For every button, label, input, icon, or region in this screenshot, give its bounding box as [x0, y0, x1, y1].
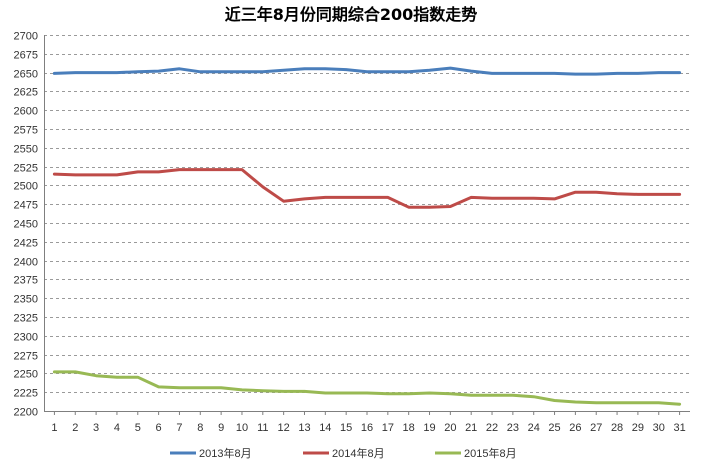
y-tick-label: 2425 [14, 238, 38, 250]
x-tick-label: 29 [632, 422, 644, 434]
y-tick-label: 2200 [14, 407, 38, 419]
x-tick-label: 6 [156, 422, 162, 434]
series-line-2 [52, 168, 682, 209]
x-tick-label: 7 [176, 422, 182, 434]
x-tick-label: 21 [465, 422, 477, 434]
y-tick-label: 2350 [14, 294, 38, 306]
legend-label: 2015年8月 [464, 446, 517, 460]
y-tick-label: 2275 [14, 351, 38, 363]
x-tick-label: 22 [486, 422, 498, 434]
y-tick-label: 2375 [14, 275, 38, 287]
y-tick-label: 2250 [14, 369, 38, 381]
y-tick-label: 2475 [14, 200, 38, 212]
x-tick-label: 28 [611, 422, 623, 434]
x-tick-label: 9 [218, 422, 224, 434]
legend-label: 2013年8月 [199, 446, 252, 460]
y-tick-label: 2325 [14, 313, 38, 325]
x-axis-ticks: 1 2 3 4 5 6 7 8 9 10 11 12 13 14 15 16 17 18 19 20 21 22 23 24 2… [51, 411, 686, 434]
x-tick-label: 17 [382, 422, 394, 434]
x-tick-label: 15 [340, 422, 352, 434]
x-tick-label: 5 [135, 422, 141, 434]
x-tick-label: 11 [257, 422, 268, 434]
y-tick-label: 2625 [14, 87, 38, 99]
series-line-1 [52, 66, 682, 76]
series-line-3 [52, 370, 682, 406]
y-tick-label: 2575 [14, 125, 38, 137]
y-tick-label: 2650 [14, 69, 38, 81]
x-tick-label: 3 [93, 422, 99, 434]
x-tick-label: 4 [114, 422, 120, 434]
x-tick-label: 1 [51, 422, 57, 434]
x-tick-label: 8 [197, 422, 203, 434]
y-tick-label: 2600 [14, 106, 38, 118]
x-tick-label: 25 [548, 422, 560, 434]
y-tick-label: 2300 [14, 332, 38, 344]
x-tick-label: 20 [444, 422, 456, 434]
y-tick-label: 2550 [14, 144, 38, 156]
x-tick-label: 14 [319, 422, 331, 434]
y-tick-label: 2525 [14, 163, 38, 175]
legend-item: 2013年8月 [170, 446, 252, 460]
x-tick-label: 12 [278, 422, 290, 434]
legend-label: 2014年8月 [332, 446, 385, 460]
y-tick-label: 2700 [14, 31, 38, 43]
x-tick-label: 24 [528, 422, 540, 434]
y-tick-label: 2225 [14, 388, 38, 400]
y-tick-label: 2500 [14, 181, 38, 193]
x-tick-label: 10 [236, 422, 248, 434]
x-tick-label: 18 [403, 422, 415, 434]
x-tick-label: 2 [72, 422, 78, 434]
y-axis-ticks: 2200 2225 2250 2275 2300 2325 2350 2375 2400 2425… [14, 31, 38, 419]
x-tick-label: 27 [590, 422, 602, 434]
x-tick-label: 26 [569, 422, 581, 434]
y-tick-label: 2400 [14, 257, 38, 269]
gridlines [44, 35, 690, 393]
x-tick-label: 13 [298, 422, 310, 434]
legend-item: 2015年8月 [435, 446, 517, 460]
x-tick-label: 30 [653, 422, 665, 434]
y-tick-label: 2450 [14, 219, 38, 231]
legend: 2013年8月 2014年8月 2015年8月 [170, 446, 517, 460]
x-tick-label: 19 [423, 422, 435, 434]
y-tick-label: 2675 [14, 50, 38, 62]
series-lines [52, 66, 682, 406]
x-tick-label: 23 [507, 422, 519, 434]
x-tick-label: 16 [361, 422, 373, 434]
x-tick-label: 31 [673, 422, 685, 434]
legend-item: 2014年8月 [303, 446, 385, 460]
chart-title: 近三年8月份同期综合200指数走势 [225, 5, 478, 24]
